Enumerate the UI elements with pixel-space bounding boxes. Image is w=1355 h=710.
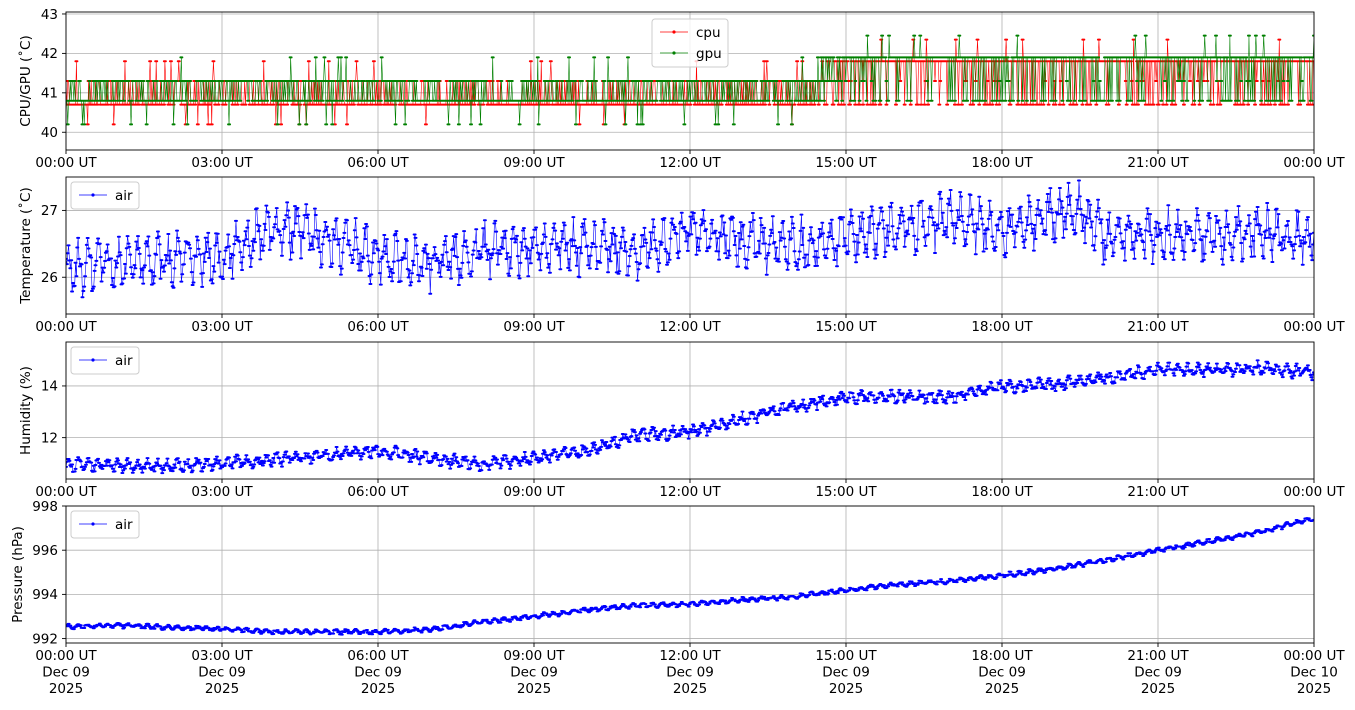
x-tick-label: 21:00 UT	[1127, 319, 1189, 335]
panel-4: 00:00 UT Dec 09 2025 03:00 UT Dec 09 2025 06:0…	[10, 499, 1345, 697]
x-tick-label: 00:00 UT	[35, 484, 97, 500]
x-tick-label: 03:00 UT	[191, 484, 253, 500]
x-tick-label: 15:00 UT	[815, 484, 877, 500]
y-tick-label: 996	[32, 543, 58, 559]
legend: air	[70, 510, 140, 539]
legend-box	[70, 346, 140, 375]
x-tick-label: 09:00 UT	[503, 484, 565, 500]
x-tick-label: 06:00 UT Dec 09 2025	[347, 648, 409, 697]
legend-box	[70, 510, 140, 539]
x-tick-label: 06:00 UT	[347, 319, 409, 335]
grid	[65, 342, 1315, 479]
series-air	[66, 179, 1314, 299]
legend-box	[70, 181, 140, 210]
x-tick-label: 12:00 UT	[659, 484, 721, 500]
legend-marker-air	[91, 522, 95, 526]
legend-marker-gpu	[672, 51, 676, 55]
y-tick-label: 43	[41, 7, 58, 23]
panel-1: 00:00 UT 03:00 UT 06:00 UT 09:00 UT 12:00 UT…	[17, 7, 1345, 171]
x-tick-label: 15:00 UT Dec 09 2025	[815, 648, 877, 697]
x-tick-label: 21:00 UT	[1127, 155, 1189, 171]
legend-label-air: air	[115, 517, 133, 533]
x-tick-label: 00:00 UT	[1283, 319, 1345, 335]
y-axis-label: Pressure (hPa)	[10, 526, 26, 623]
y-axis-label: CPU/GPU (˚C)	[17, 35, 34, 126]
y-tick-label: 998	[32, 499, 58, 515]
x-tick-label: 18:00 UT	[971, 484, 1033, 500]
y-tick-label: 27	[41, 203, 58, 219]
x-tick-label: 00:00 UT	[35, 155, 97, 171]
legend: air	[70, 346, 140, 375]
x-tick-label: 03:00 UT Dec 09 2025	[191, 648, 253, 697]
x-tick-label: 03:00 UT	[191, 155, 253, 171]
x-tick-label: 00:00 UT	[1283, 155, 1345, 171]
legend-label-air: air	[115, 353, 133, 369]
series-gpu	[66, 34, 1314, 126]
legend-marker-air	[91, 193, 95, 197]
series-air	[66, 359, 1314, 475]
x-tick-label: 18:00 UT	[971, 319, 1033, 335]
y-tick-label: 42	[41, 46, 58, 62]
y-axis-label: Humidity (%)	[18, 366, 34, 455]
legend-marker-air	[91, 358, 95, 362]
x-tick-label: 12:00 UT	[659, 155, 721, 171]
series-air	[66, 517, 1314, 636]
series-markers-gpu	[66, 34, 1314, 126]
x-tick-label: 06:00 UT	[347, 484, 409, 500]
y-tick-label: 26	[41, 270, 58, 286]
legend-label-cpu: cpu	[696, 25, 721, 41]
x-tick-label: 21:00 UT	[1127, 484, 1189, 500]
x-tick-label: 18:00 UT Dec 09 2025	[971, 648, 1033, 697]
x-tick-label: 21:00 UT Dec 09 2025	[1127, 648, 1189, 697]
panel-2: 00:00 UT 03:00 UT 06:00 UT 09:00 UT 12:00 UT…	[17, 176, 1345, 335]
y-tick-label: 992	[32, 631, 58, 647]
x-tick-label: 00:00 UT	[35, 319, 97, 335]
y-tick-label: 14	[41, 379, 58, 395]
y-tick-label: 40	[41, 125, 58, 141]
x-tick-label: 06:00 UT	[347, 155, 409, 171]
legend: air	[70, 181, 140, 210]
grid	[65, 177, 1315, 314]
x-tick-label: 09:00 UT	[503, 319, 565, 335]
legend: cpu gpu	[651, 18, 729, 68]
series-markers-air	[66, 517, 1314, 636]
series-markers-air	[66, 179, 1314, 299]
x-tick-label: 00:00 UT Dec 10 2025	[1283, 648, 1345, 697]
x-tick-label: 15:00 UT	[815, 319, 877, 335]
x-tick-label: 18:00 UT	[971, 155, 1033, 171]
x-tick-label: 09:00 UT Dec 09 2025	[503, 648, 565, 697]
series-markers-air	[66, 359, 1314, 475]
x-tick-label: 09:00 UT	[503, 155, 565, 171]
x-tick-label: 00:00 UT	[1283, 484, 1345, 500]
legend-marker-cpu	[672, 30, 676, 34]
legend-label-gpu: gpu	[696, 46, 722, 62]
legend-box	[651, 18, 729, 68]
x-tick-label: 15:00 UT	[815, 155, 877, 171]
x-tick-label: 00:00 UT Dec 09 2025	[35, 648, 97, 697]
y-tick-label: 994	[32, 587, 58, 603]
x-tick-label: 03:00 UT	[191, 319, 253, 335]
panel-3: 00:00 UT 03:00 UT 06:00 UT 09:00 UT 12:00 UT…	[18, 341, 1345, 500]
grid	[65, 505, 1315, 643]
y-axis-label: Temperature (˚C)	[17, 187, 34, 305]
legend-label-air: air	[115, 188, 133, 204]
x-tick-label: 12:00 UT	[659, 319, 721, 335]
x-tick-label: 12:00 UT Dec 09 2025	[659, 648, 721, 697]
y-tick-label: 12	[41, 430, 58, 446]
y-tick-label: 41	[41, 86, 58, 102]
